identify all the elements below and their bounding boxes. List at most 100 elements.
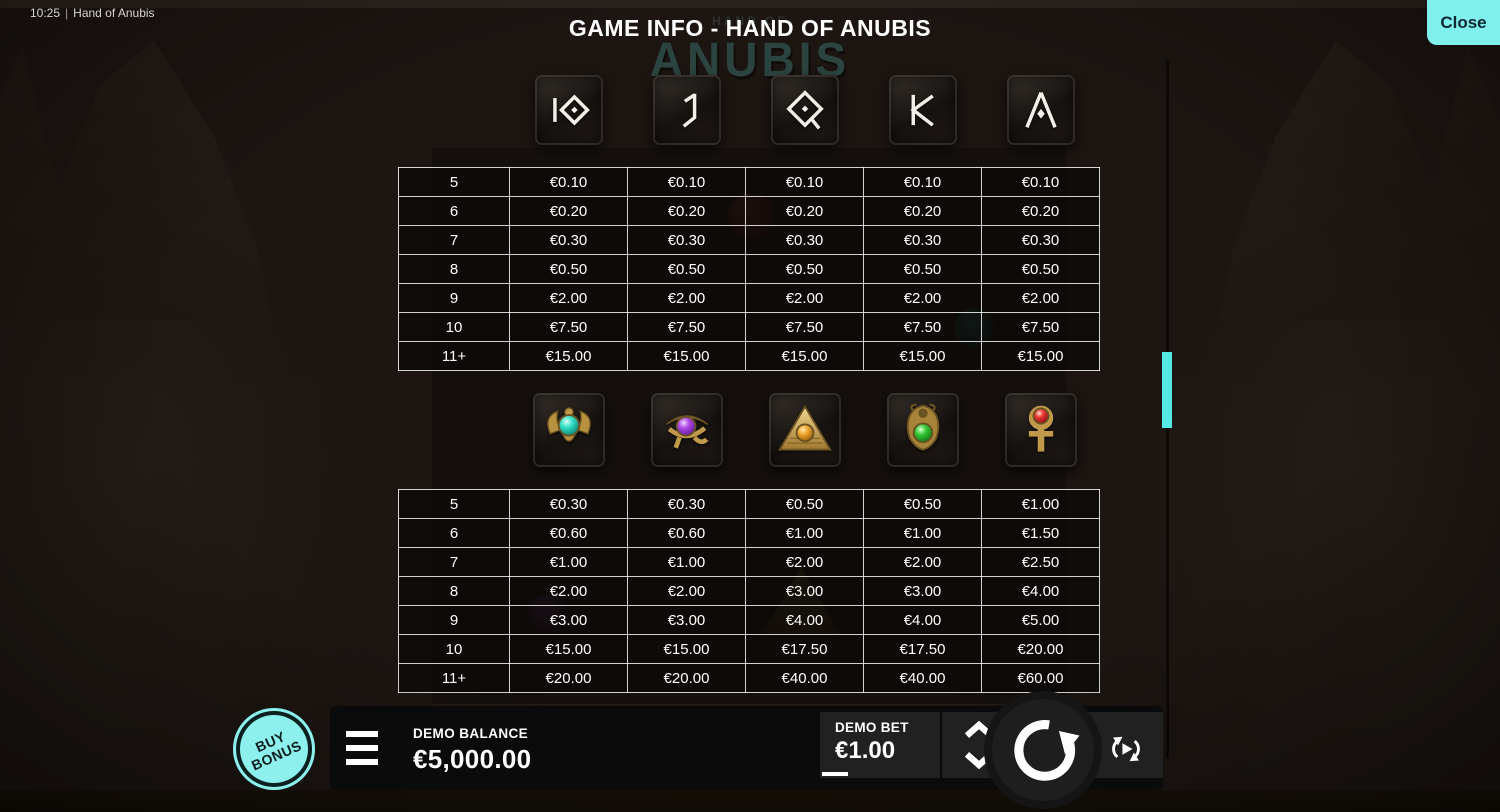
- menu-button[interactable]: [346, 731, 378, 765]
- symbol-count-cell: 7: [398, 225, 510, 255]
- bet-progress-underline: [822, 772, 848, 776]
- payout-cell: €2.00: [745, 283, 864, 313]
- symbol-count-cell: 8: [398, 254, 510, 284]
- payout-cell: €0.10: [509, 167, 628, 197]
- payout-cell: €15.00: [627, 341, 746, 371]
- payout-cell: €2.00: [627, 283, 746, 313]
- symbol-count-cell: 11+: [398, 341, 510, 371]
- symbol-tile: [653, 75, 721, 145]
- ankh-icon: [1011, 400, 1071, 460]
- payout-cell: €15.00: [981, 341, 1100, 371]
- divider: |: [65, 6, 69, 20]
- payout-cell: €1.00: [745, 518, 864, 548]
- payout-cell: €7.50: [981, 312, 1100, 342]
- scrollbar-thumb[interactable]: [1162, 352, 1172, 428]
- paytable-row: 5 €0.10 €0.10 €0.10 €0.10 €0.10: [398, 167, 1100, 197]
- paytable-low-symbols: 5 €0.10 €0.10 €0.10 €0.10 €0.10 6 €0.20 €0.20 €0.…: [398, 74, 1100, 371]
- bet-label: DEMO BET: [835, 720, 909, 735]
- payout-cell: €0.50: [509, 254, 628, 284]
- symbol-count-cell: 5: [398, 489, 510, 519]
- payout-cell: €0.50: [745, 489, 864, 519]
- cobra-icon: [893, 400, 953, 460]
- payout-cell: €0.20: [981, 196, 1100, 226]
- symbol-count-cell: 6: [398, 518, 510, 548]
- payout-cell: €7.50: [627, 312, 746, 342]
- payout-cell: €2.50: [981, 547, 1100, 577]
- payout-cell: €2.00: [981, 283, 1100, 313]
- paytable-row: 10 €15.00 €15.00 €17.50 €17.50 €20.00: [398, 634, 1100, 664]
- paytable-row: 11+ €20.00 €20.00 €40.00 €40.00 €60.00: [398, 663, 1100, 693]
- payout-cell: €3.00: [863, 576, 982, 606]
- paytable-row: 11+ €15.00 €15.00 €15.00 €15.00 €15.00: [398, 341, 1100, 371]
- payout-cell: €0.30: [745, 225, 864, 255]
- payout-cell: €3.00: [627, 605, 746, 635]
- symbol-count-cell: 9: [398, 605, 510, 635]
- payout-cell: €0.50: [863, 254, 982, 284]
- payout-cell: €0.20: [745, 196, 864, 226]
- payout-cell: €2.00: [627, 576, 746, 606]
- payout-cell: €15.00: [509, 341, 628, 371]
- payout-cell: €0.50: [745, 254, 864, 284]
- paytable-row: 9 €3.00 €3.00 €4.00 €4.00 €5.00: [398, 605, 1100, 635]
- top-edge-strip: [0, 0, 1500, 8]
- spin-button-ring: [984, 691, 1102, 809]
- pyramid-symbol: [746, 392, 864, 468]
- payout-cell: €1.00: [863, 518, 982, 548]
- symbol-tile: [535, 75, 603, 145]
- paytable-row: 7 €1.00 €1.00 €2.00 €2.00 €2.50: [398, 547, 1100, 577]
- symbol-tile: [1007, 75, 1075, 145]
- close-button[interactable]: Close: [1427, 0, 1500, 45]
- rune-q-icon: [779, 84, 831, 136]
- ankh-symbol: [982, 392, 1100, 468]
- eye-of-horus-symbol: [628, 392, 746, 468]
- payout-cell: €0.10: [981, 167, 1100, 197]
- buy-bonus-button[interactable]: BUY BONUS: [233, 708, 315, 790]
- payout-cell: €20.00: [509, 663, 628, 693]
- payout-cell: €4.00: [863, 605, 982, 635]
- anubis-statue-left: [0, 30, 380, 790]
- payout-cell: €60.00: [981, 663, 1100, 693]
- symbol-tile: [887, 393, 959, 467]
- symbol-tile: [889, 75, 957, 145]
- paytable: 5 €0.10 €0.10 €0.10 €0.10 €0.10 6 €0.20 €0.20 €0.…: [398, 167, 1100, 371]
- bet-display[interactable]: DEMO BET €1.00: [820, 712, 940, 778]
- symbol-tile: [651, 393, 723, 467]
- balance-value: €5,000.00: [413, 744, 532, 774]
- paytable-row: 7 €0.30 €0.30 €0.30 €0.30 €0.30: [398, 225, 1100, 255]
- payout-cell: €0.20: [863, 196, 982, 226]
- symbol-header-row: [510, 74, 1100, 146]
- payout-cell: €15.00: [863, 341, 982, 371]
- payout-cell: €15.00: [509, 634, 628, 664]
- paytable-row: 8 €0.50 €0.50 €0.50 €0.50 €0.50: [398, 254, 1100, 284]
- symbol-tile: [769, 393, 841, 467]
- paytable-row: 6 €0.20 €0.20 €0.20 €0.20 €0.20: [398, 196, 1100, 226]
- payout-cell: €0.30: [981, 225, 1100, 255]
- pyramid-icon: [775, 400, 835, 460]
- cobra-symbol: [864, 392, 982, 468]
- symbol-tile: [1005, 393, 1077, 467]
- game-name: Hand of Anubis: [73, 6, 155, 20]
- hamburger-icon: [346, 731, 378, 737]
- symbol-header-row: [510, 392, 1100, 468]
- symbol-count-cell: 9: [398, 283, 510, 313]
- rune-a-icon: [1015, 84, 1067, 136]
- payout-cell: €2.00: [509, 283, 628, 313]
- payout-cell: €0.30: [509, 225, 628, 255]
- floor-strip: [0, 790, 1500, 812]
- autoplay-button[interactable]: [1103, 726, 1149, 772]
- payout-cell: €0.50: [863, 489, 982, 519]
- payout-cell: €17.50: [745, 634, 864, 664]
- payout-cell: €0.30: [509, 489, 628, 519]
- session-info: 10:25 | Hand of Anubis: [30, 6, 155, 20]
- symbol-count-cell: 10: [398, 634, 510, 664]
- payout-cell: €0.10: [627, 167, 746, 197]
- payout-cell: €0.60: [509, 518, 628, 548]
- symbol-count-cell: 5: [398, 167, 510, 197]
- spin-arrow-icon: [1014, 720, 1080, 781]
- spin-button[interactable]: [992, 699, 1094, 801]
- payout-cell: €20.00: [627, 663, 746, 693]
- scarab-icon: [539, 400, 599, 460]
- payout-cell: €1.00: [509, 547, 628, 577]
- paytable-row: 5 €0.30 €0.30 €0.50 €0.50 €1.00: [398, 489, 1100, 519]
- bet-value: €1.00: [835, 737, 896, 764]
